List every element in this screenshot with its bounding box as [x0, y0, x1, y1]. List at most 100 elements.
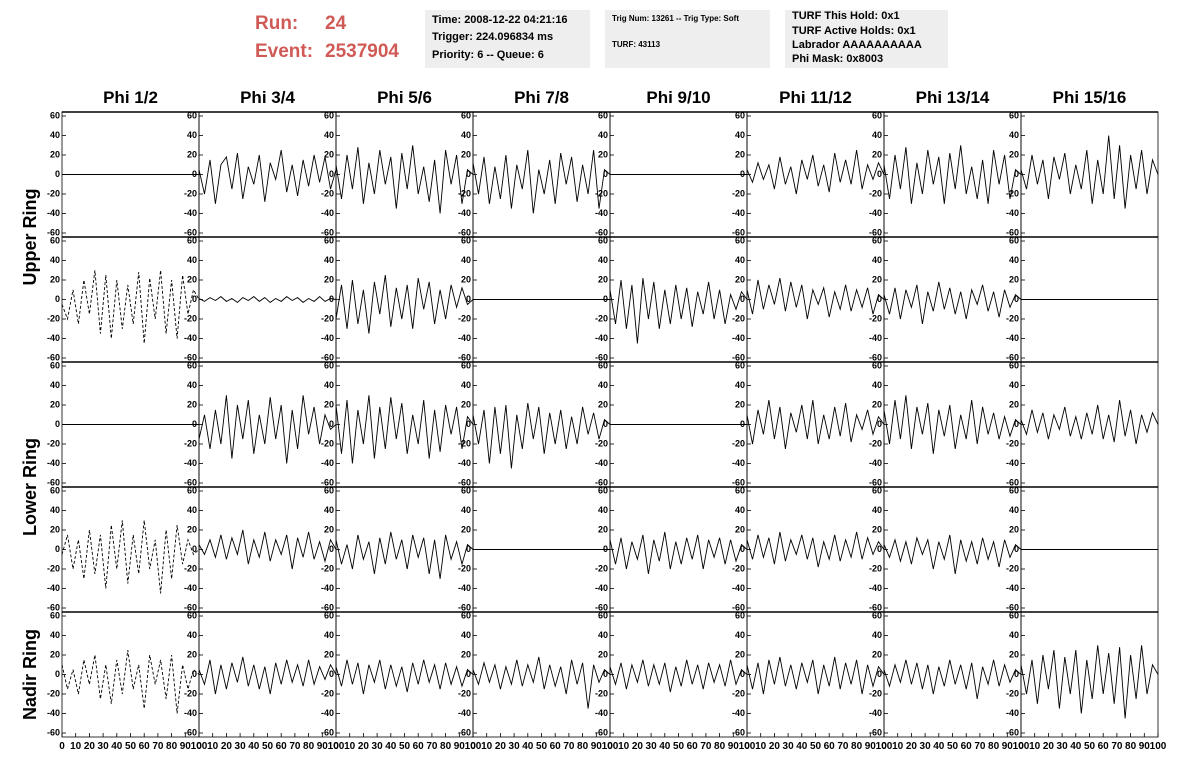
waveform [1020, 135, 1159, 209]
x-tick-label: 40 [1070, 741, 1082, 752]
y-tick-label: -20 [458, 188, 471, 198]
y-tick-label: -20 [869, 563, 882, 573]
y-tick-label: 60 [872, 235, 882, 245]
y-tick-label: 20 [461, 399, 471, 409]
x-tick-label: 20 [1043, 741, 1055, 752]
column-title: Phi 5/6 [377, 88, 432, 107]
y-tick-label: 60 [735, 235, 745, 245]
y-tick-label: -20 [732, 188, 745, 198]
info-line: TURF Active Holds: 0x1 [792, 25, 916, 37]
y-tick-label: 20 [461, 149, 471, 159]
y-tick-label: 60 [50, 235, 60, 245]
x-tick-label: 70 [974, 741, 986, 752]
y-tick-label: -60 [595, 602, 608, 612]
y-tick-label: -60 [595, 227, 608, 237]
x-tick-label: 90 [865, 741, 877, 752]
panel-frame [198, 486, 337, 613]
y-tick-label: -40 [732, 208, 745, 218]
y-tick-label: 60 [598, 360, 608, 370]
waveform [883, 659, 1022, 699]
x-tick-label: 90 [1002, 741, 1014, 752]
info-line: TURF This Hold: 0x1 [792, 10, 900, 22]
y-tick-label: 60 [324, 110, 334, 120]
x-tick-label: 100 [328, 741, 345, 752]
x-tick-label: 10 [755, 741, 767, 752]
y-tick-label: 60 [324, 485, 334, 495]
y-tick-label: -40 [1006, 583, 1019, 593]
x-tick-label: 70 [837, 741, 849, 752]
x-tick-label: 80 [1125, 741, 1137, 752]
y-tick-label: 0 [55, 169, 60, 179]
y-tick-label: -20 [184, 313, 197, 323]
y-tick-label: 0 [329, 669, 334, 679]
y-tick-label: 60 [461, 110, 471, 120]
column-title: Phi 11/12 [779, 88, 852, 107]
y-tick-label: 0 [329, 419, 334, 429]
y-tick-label: 60 [1009, 360, 1019, 370]
y-tick-label: -40 [184, 333, 197, 343]
y-tick-label: 40 [187, 130, 197, 140]
y-tick-label: -40 [321, 583, 334, 593]
y-tick-label: 0 [466, 169, 471, 179]
y-tick-label: 60 [735, 485, 745, 495]
y-tick-label: -20 [1006, 563, 1019, 573]
y-tick-label: -60 [1006, 727, 1019, 737]
column-title: Phi 13/14 [916, 88, 990, 107]
x-tick-label: 0 [881, 741, 887, 752]
y-tick-label: -60 [595, 352, 608, 362]
y-tick-label: 60 [872, 485, 882, 495]
waveform [746, 278, 885, 320]
x-tick-label: 100 [191, 741, 208, 752]
y-tick-label: -20 [869, 188, 882, 198]
x-tick-label: 40 [385, 741, 397, 752]
x-tick-label: 90 [317, 741, 329, 752]
y-tick-label: -20 [458, 563, 471, 573]
panel-frame [198, 611, 337, 738]
y-tick-label: 40 [735, 630, 745, 640]
y-tick-label: -60 [184, 477, 197, 487]
x-tick-label: 60 [961, 741, 973, 752]
ring-label: Upper Ring [20, 189, 40, 286]
y-tick-label: -20 [47, 313, 60, 323]
info-line: TURF: 43113 [612, 40, 661, 49]
y-tick-label: -60 [321, 477, 334, 487]
y-tick-label: 40 [735, 255, 745, 265]
y-tick-label: 20 [1009, 149, 1019, 159]
y-tick-label: -40 [321, 208, 334, 218]
event-value: 2537904 [325, 41, 399, 62]
y-tick-label: 20 [50, 399, 60, 409]
x-tick-label: 20 [632, 741, 644, 752]
x-tick-label: 40 [522, 741, 534, 752]
y-tick-label: 0 [55, 544, 60, 554]
y-tick-label: -20 [595, 563, 608, 573]
x-tick-label: 30 [235, 741, 247, 752]
y-tick-label: 20 [598, 274, 608, 284]
waveform [746, 150, 885, 195]
y-tick-label: 0 [192, 419, 197, 429]
x-tick-label: 60 [139, 741, 151, 752]
y-tick-label: -20 [321, 188, 334, 198]
y-tick-label: -40 [1006, 333, 1019, 343]
waveform [883, 534, 1022, 574]
y-tick-label: -20 [184, 688, 197, 698]
y-tick-label: -40 [869, 458, 882, 468]
y-tick-label: -20 [869, 438, 882, 448]
y-tick-label: 40 [324, 130, 334, 140]
y-tick-label: 20 [461, 649, 471, 659]
x-tick-label: 40 [796, 741, 808, 752]
y-tick-label: 60 [1009, 235, 1019, 245]
x-tick-label: 80 [851, 741, 863, 752]
x-tick-label: 70 [289, 741, 301, 752]
y-tick-label: -40 [321, 458, 334, 468]
y-tick-label: -40 [321, 708, 334, 718]
y-tick-label: 40 [324, 630, 334, 640]
y-tick-label: 20 [598, 149, 608, 159]
y-tick-label: -40 [595, 458, 608, 468]
y-tick-label: 20 [461, 274, 471, 284]
x-tick-label: 40 [933, 741, 945, 752]
y-tick-label: 40 [461, 380, 471, 390]
x-tick-label: 50 [262, 741, 274, 752]
panel-frame [335, 611, 474, 738]
y-tick-label: -60 [1006, 352, 1019, 362]
y-tick-label: 0 [329, 294, 334, 304]
